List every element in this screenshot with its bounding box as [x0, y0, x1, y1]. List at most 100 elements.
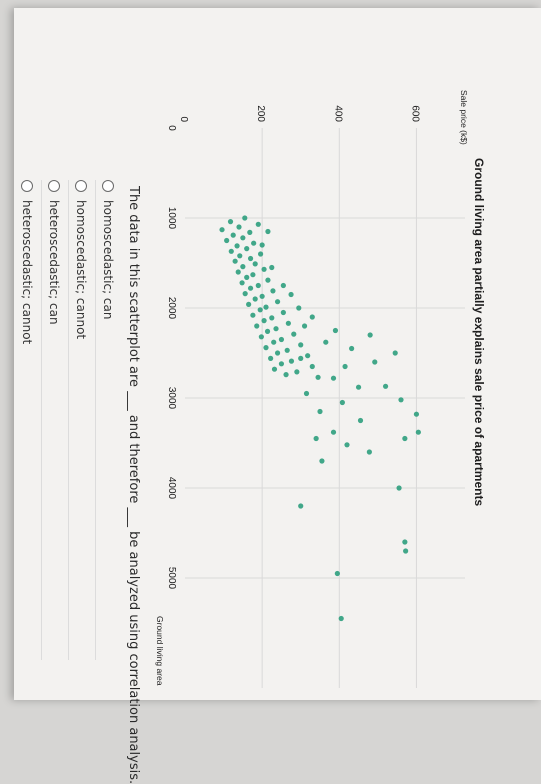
- data-point: [330, 375, 337, 381]
- data-point: [252, 296, 258, 302]
- data-point: [263, 304, 269, 310]
- data-point: [234, 243, 240, 249]
- data-point: [270, 288, 276, 294]
- data-point: [235, 269, 241, 275]
- data-point: [338, 615, 344, 622]
- data-point: [261, 266, 267, 272]
- data-point: [239, 280, 245, 286]
- data-point: [366, 449, 372, 455]
- scatter-chart: Ground living area partially explains sa…: [155, 90, 486, 688]
- data-point: [230, 232, 236, 238]
- y-tick-label: 600: [409, 105, 420, 122]
- option-label: homoscedastic; can: [101, 200, 115, 320]
- data-point: [280, 309, 286, 316]
- data-point: [298, 342, 304, 348]
- y-tick-label: 400: [332, 105, 343, 122]
- worksheet-page: Ground living area partially explains sa…: [14, 8, 541, 784]
- data-point: [278, 336, 285, 343]
- data-point: [402, 539, 408, 545]
- data-point: [298, 355, 304, 361]
- x-tick-label: 5000: [166, 567, 177, 590]
- data-point: [285, 320, 291, 326]
- data-point: [332, 327, 339, 334]
- data-point: [403, 548, 409, 554]
- radio-button[interactable]: [102, 180, 114, 192]
- data-point: [330, 429, 337, 435]
- data-point: [319, 458, 325, 464]
- data-point: [257, 307, 263, 313]
- data-point: [255, 221, 261, 227]
- data-point: [273, 326, 279, 332]
- data-point: [309, 363, 315, 370]
- x-axis-label: Ground living area: [155, 616, 165, 686]
- data-point: [240, 235, 246, 241]
- divider: [68, 180, 69, 660]
- data-point: [250, 312, 256, 318]
- data-point: [219, 227, 225, 233]
- data-point: [357, 417, 364, 424]
- data-point: [296, 305, 302, 311]
- data-point: [250, 272, 256, 278]
- data-point: [236, 224, 242, 230]
- data-point: [317, 408, 323, 415]
- tick-labels: 0 1000 2000 3000 4000 5000 200 400 600 0: [166, 105, 420, 589]
- data-point: [224, 237, 230, 244]
- data-point: [274, 299, 281, 305]
- data-point: [382, 383, 389, 389]
- data-point: [271, 366, 278, 372]
- data-point: [271, 339, 277, 345]
- data-point: [396, 485, 402, 491]
- data-point: [263, 345, 269, 351]
- data-point: [255, 282, 261, 289]
- data-point: [247, 255, 254, 262]
- data-point: [237, 253, 243, 259]
- x-tick-label: 3000: [166, 387, 177, 410]
- data-point: [278, 361, 285, 367]
- x-tick-label: 0: [166, 125, 177, 131]
- data-point: [344, 442, 350, 448]
- data-point: [309, 314, 315, 320]
- data-point: [372, 359, 378, 365]
- data-point: [413, 411, 420, 417]
- data-point: [355, 384, 362, 390]
- data-point: [288, 358, 295, 364]
- data-point: [228, 248, 234, 254]
- data-point: [301, 323, 308, 329]
- data-point: [247, 229, 253, 235]
- data-point: [242, 291, 248, 297]
- option-heteroscedastic-cannot[interactable]: heteroscedastic; cannot: [20, 180, 34, 344]
- divider: [95, 180, 96, 660]
- x-tick-label: 2000: [166, 297, 177, 320]
- y-tick-label: 200: [255, 105, 266, 122]
- data-point: [415, 429, 421, 435]
- question-text: The data in this scatterplot are ___ and…: [126, 186, 141, 784]
- x-tick-label: 4000: [166, 477, 177, 500]
- data-points: [219, 215, 421, 622]
- data-point: [227, 219, 234, 225]
- radio-button[interactable]: [21, 180, 33, 192]
- data-point: [265, 277, 271, 283]
- data-point: [323, 339, 329, 345]
- question-card: Ground living area partially explains sa…: [20, 68, 505, 784]
- option-heteroscedastic-can[interactable]: heteroscedastic; can: [47, 180, 61, 325]
- data-point: [280, 282, 286, 289]
- data-point: [254, 323, 260, 329]
- data-point: [402, 435, 408, 442]
- radio-button[interactable]: [75, 180, 87, 192]
- radio-button[interactable]: [48, 180, 60, 192]
- data-point: [334, 570, 340, 577]
- option-homoscedastic-can[interactable]: homoscedastic; can: [101, 180, 115, 319]
- data-point: [247, 285, 254, 291]
- y-axis-label: Sale price (k$): [459, 90, 469, 145]
- data-point: [294, 369, 300, 375]
- data-point: [291, 331, 297, 337]
- data-point: [274, 350, 281, 356]
- option-homoscedastic-cannot[interactable]: homoscedastic; cannot: [74, 180, 88, 339]
- data-point: [244, 246, 250, 252]
- data-point: [339, 399, 345, 406]
- chart-title: Ground living area partially explains sa…: [472, 158, 486, 506]
- option-label: heteroscedastic; cannot: [20, 200, 34, 345]
- data-point: [288, 291, 294, 298]
- option-label: heteroscedastic; can: [47, 200, 61, 325]
- data-point: [265, 228, 271, 235]
